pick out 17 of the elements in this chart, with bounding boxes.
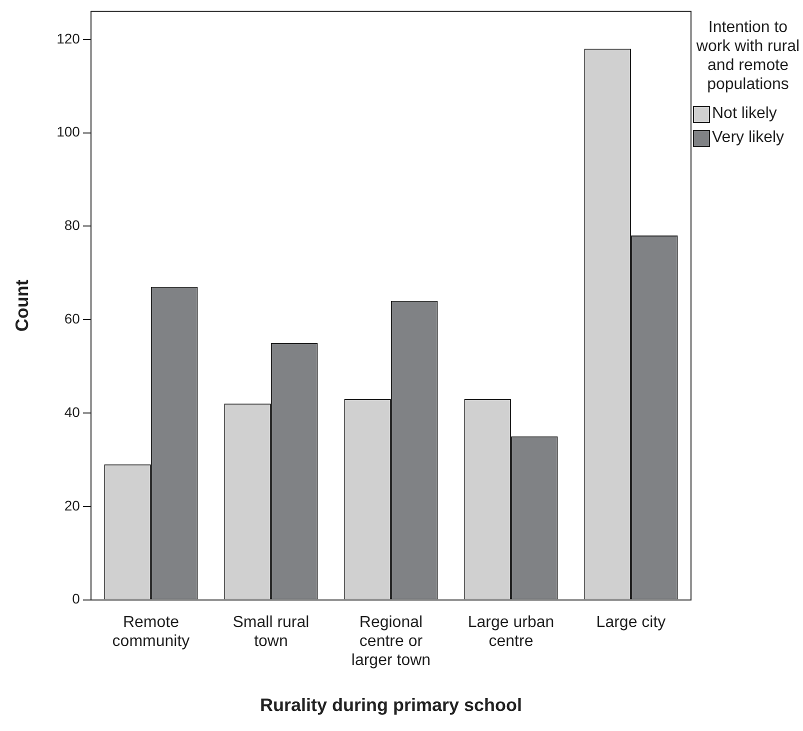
x-axis-title: Rurality during primary school — [260, 695, 522, 716]
x-tick-label: Small rural town — [232, 614, 310, 650]
x-tick-label: Large city — [596, 614, 666, 631]
y-tick-label: 40 — [64, 404, 80, 420]
y-tick-label: 80 — [64, 217, 80, 234]
x-tick-label: Regional centre or larger town — [351, 614, 431, 670]
y-tick-label: 60 — [64, 310, 80, 326]
y-axis-title: Count — [12, 280, 32, 332]
y-tick-label: 0 — [72, 590, 80, 607]
legend-label: Not likely — [712, 104, 777, 124]
x-tick-label: Large urban centre — [468, 614, 554, 650]
y-tick-label: 20 — [64, 497, 80, 514]
legend-title: Intention to work with rural and remote populations — [695, 18, 801, 94]
x-tick-label: Remote community — [112, 614, 190, 650]
legend-label: Very likely — [712, 128, 784, 148]
y-tick-label: 120 — [56, 30, 80, 46]
y-tick-label: 100 — [56, 124, 80, 140]
